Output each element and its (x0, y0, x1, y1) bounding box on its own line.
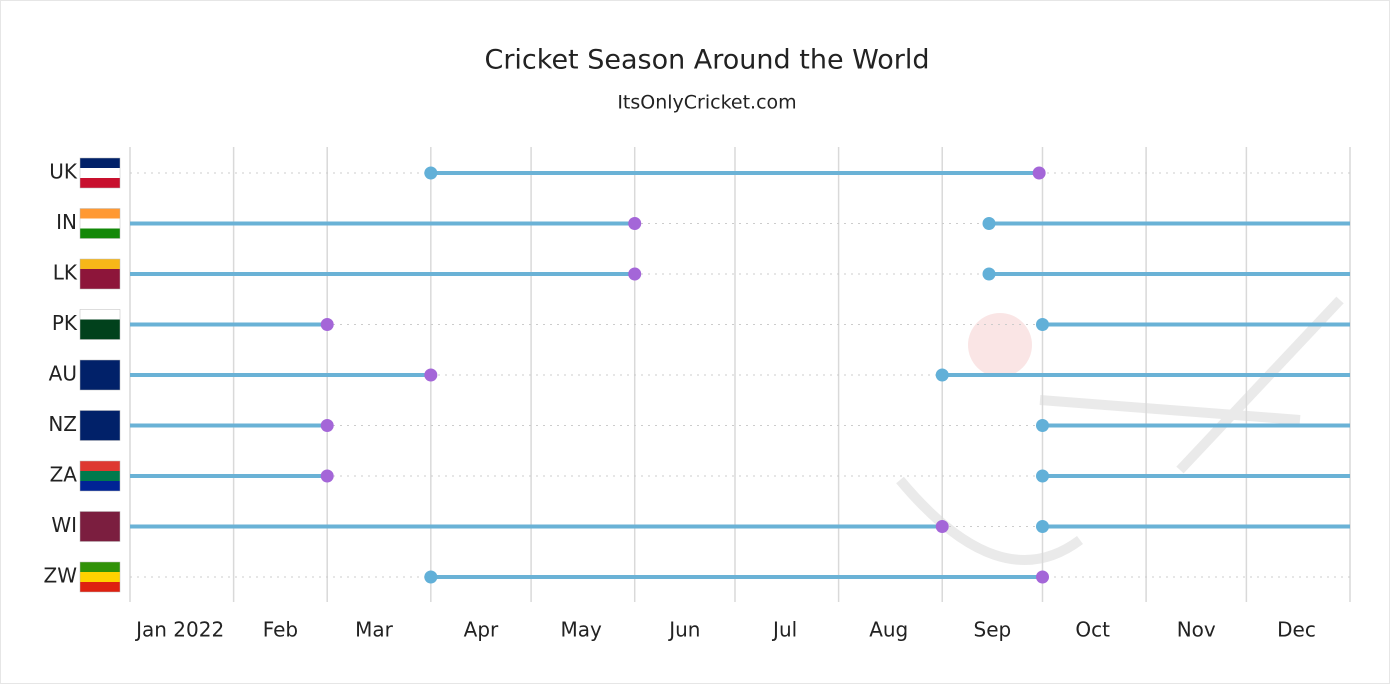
flag-stripe (80, 461, 120, 471)
row-label: ZA (50, 463, 78, 487)
row-label: IN (56, 210, 77, 234)
flag-stripe (80, 380, 120, 390)
flag-stripe (80, 319, 120, 330)
x-tick-label: Mar (355, 618, 394, 642)
flag-border (79, 208, 121, 239)
flag (79, 410, 121, 441)
flag-stripe (80, 279, 120, 289)
season-start (982, 217, 996, 230)
x-tick-label: Feb (263, 618, 298, 642)
flag (79, 561, 121, 593)
x-tick-label: May (561, 618, 603, 642)
flag (79, 511, 121, 542)
flag-stripe (80, 531, 120, 542)
season-end (628, 267, 642, 281)
season-end (320, 419, 334, 432)
flag-stripe (80, 360, 120, 370)
season-end (424, 368, 438, 382)
flag (79, 359, 121, 391)
flag-stripe (80, 329, 120, 340)
flag-border (79, 309, 121, 340)
flag (79, 157, 121, 189)
row-label: NZ (48, 412, 77, 436)
season-start (1035, 419, 1049, 432)
row-label: ZW (44, 564, 78, 588)
flag-stripe (80, 259, 120, 269)
flag-stripe (80, 269, 120, 279)
season-end (320, 469, 334, 483)
flag-stripe (80, 521, 120, 532)
flag-stripe (80, 420, 120, 431)
row-label: UK (49, 160, 78, 184)
flag (79, 309, 121, 340)
season-start (1035, 469, 1049, 483)
flag-border (79, 460, 121, 492)
flag-stripe (80, 511, 120, 522)
flag-stripe (80, 430, 120, 441)
flag-border (79, 561, 121, 593)
x-tick-label: Jan 2022 (134, 618, 224, 642)
flag-stripe (80, 370, 120, 380)
x-tick-label: Dec (1277, 618, 1316, 642)
x-tick-label: Jun (667, 618, 700, 642)
season-start (424, 166, 438, 180)
row-label: PK (52, 311, 78, 335)
season-start (1035, 520, 1049, 533)
watermark-strokes (896, 296, 1344, 565)
season-end (320, 318, 334, 331)
flag-stripe (80, 178, 120, 188)
season-start (424, 570, 438, 584)
season-start (1035, 318, 1049, 331)
flag-stripe (80, 158, 120, 168)
watermark (896, 296, 1344, 565)
season-end (935, 520, 949, 533)
flag-border (79, 157, 121, 189)
flag-border (79, 511, 121, 542)
season-end (628, 217, 642, 230)
flag-stripe (80, 168, 120, 178)
flag (79, 208, 121, 239)
flag-stripe (80, 562, 120, 572)
x-tick-label: Oct (1075, 618, 1110, 642)
flag-stripe (80, 309, 120, 320)
row-label: LK (53, 261, 78, 285)
x-tick-label: Aug (869, 618, 908, 642)
season-start (935, 368, 949, 382)
chart-subtitle: ItsOnlyCricket.com (617, 92, 796, 114)
watermark-ball (968, 313, 1032, 377)
flag-border (79, 410, 121, 441)
flag-stripe (80, 218, 120, 229)
flag (79, 460, 121, 492)
flag-stripe (80, 481, 120, 491)
x-tick-label: Nov (1177, 618, 1216, 642)
row-label: AU (49, 362, 77, 386)
flag-stripe (80, 208, 120, 219)
season-end (1032, 166, 1046, 180)
chart-title: Cricket Season Around the World (484, 45, 929, 76)
season-end (1035, 570, 1049, 584)
flag-stripe (80, 228, 120, 239)
x-tick-label: Sep (974, 618, 1012, 642)
flag (79, 258, 121, 290)
flag-stripe (80, 410, 120, 421)
season-start (982, 267, 996, 281)
flag-stripe (80, 471, 120, 481)
x-tick-label: Jul (771, 618, 797, 642)
flag-stripe (80, 572, 120, 582)
x-tick-label: Apr (464, 618, 499, 642)
flag-border (79, 258, 121, 290)
flag-stripe (80, 582, 120, 592)
flag-border (79, 359, 121, 391)
row-label: WI (51, 513, 77, 537)
